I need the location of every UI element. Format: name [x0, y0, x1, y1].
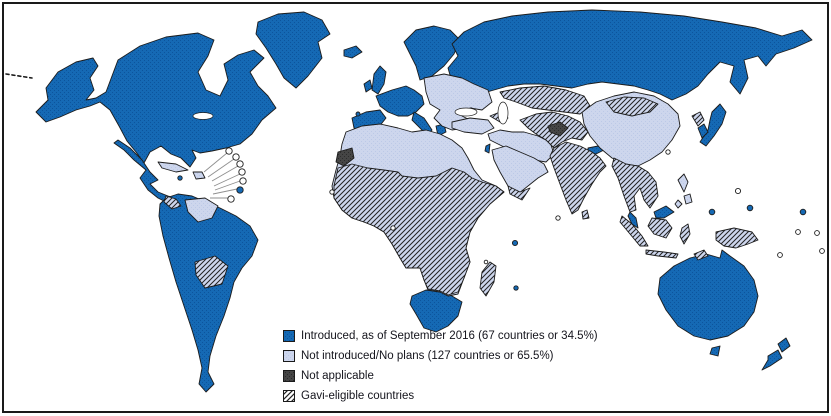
region-yemen: [507, 185, 531, 201]
island-dot-introduced: [511, 239, 519, 247]
region-indochina: [611, 157, 659, 213]
island-dot-not_introduced: [225, 147, 233, 155]
callout-line: [213, 173, 241, 187]
island-dot-not_introduced: [795, 229, 801, 235]
region-sumatra: [619, 215, 649, 247]
region-new-zealand: [761, 337, 791, 371]
region-venezuela: [184, 197, 219, 223]
legend-item-not-introduced: Not introduced/No plans (127 countries o…: [283, 349, 598, 363]
callout-line: [203, 152, 228, 173]
island-dot-not_introduced: [390, 225, 396, 231]
region-south-korea: [697, 123, 709, 139]
island-dot-introduced: [513, 285, 519, 291]
island-dot-not_introduced: [236, 160, 244, 168]
island-dot-not_introduced: [232, 153, 240, 161]
region-papua-new-guinea: [715, 227, 759, 249]
region-sub-saharan-africa: [333, 163, 505, 296]
region-malaysia-peninsula: [627, 211, 639, 229]
callout-line: [207, 158, 235, 178]
region-hispaniola: [192, 171, 206, 180]
region-north-america: [35, 32, 277, 168]
region-aleutian-islands: [5, 73, 33, 79]
region-malaysia-borneo: [653, 205, 675, 219]
callout-line: [214, 180, 241, 191]
island-dot-not_introduced: [734, 187, 742, 195]
region-kazakhstan-central-asia: [499, 85, 591, 115]
island-dot-not_introduced: [819, 248, 825, 254]
region-arabian-peninsula: [491, 145, 549, 195]
island-dot-not_introduced: [483, 259, 489, 265]
region-greenland: [255, 11, 331, 89]
lakes-and-seas: [192, 101, 509, 125]
region-kashmir: [547, 121, 569, 137]
callout-line: [211, 165, 239, 182]
legend-label-not-applicable: Not applicable: [301, 369, 374, 382]
region-timor: [693, 249, 709, 261]
region-iceland: [343, 45, 363, 59]
region-scandinavia: [403, 25, 461, 81]
island-dot-not_introduced: [555, 215, 561, 221]
legend-label-not-introduced: Not introduced/No plans (127 countries o…: [301, 349, 554, 362]
caribbean-callout-lines: [203, 152, 241, 199]
region-united-kingdom: [371, 65, 387, 95]
region-sri-lanka: [581, 209, 590, 220]
region-sulawesi: [679, 223, 691, 245]
region-india: [549, 141, 607, 215]
region-java: [645, 249, 679, 259]
island-dot-not_introduced: [329, 189, 335, 195]
legend-label-gavi: Gavi-eligible countries: [301, 389, 415, 402]
island-dot-not_introduced: [777, 252, 783, 258]
island-dot-introduced: [177, 175, 183, 181]
island-dot-introduced: [746, 204, 754, 212]
legend-item-gavi: Gavi-eligible countries: [283, 389, 598, 403]
legend: Introduced, as of September 2016 (67 cou…: [283, 329, 598, 403]
region-philippines: [674, 173, 693, 209]
region-mongolia: [605, 96, 659, 117]
region-south-america: [158, 193, 259, 393]
island-dot-introduced: [355, 111, 361, 117]
region-tasmania: [709, 345, 721, 357]
legend-swatch-introduced: [283, 330, 295, 342]
legend-swatch-not-applicable: [283, 370, 295, 382]
region-north-korea: [691, 111, 705, 127]
legend-label-introduced: Introduced, as of September 2016 (67 cou…: [301, 329, 598, 342]
island-dot-introduced: [708, 208, 716, 216]
island-dot-not_introduced: [665, 149, 671, 155]
region-turkey: [451, 117, 495, 135]
region-russia: [447, 9, 813, 101]
region-china: [581, 91, 681, 167]
legend-swatch-gavi: [283, 390, 295, 402]
island-dot-introduced: [799, 208, 807, 216]
region-ireland: [363, 79, 373, 93]
caspian-sea: [497, 101, 509, 125]
region-iran-iraq-syria: [487, 129, 555, 163]
black-sea: [454, 107, 478, 117]
region-bolivia: [194, 255, 229, 289]
island-dot-not_introduced: [227, 195, 235, 203]
region-western-europe: [375, 85, 425, 117]
region-madagascar: [479, 261, 497, 297]
island-dot-not_introduced: [239, 177, 247, 185]
callout-line: [212, 188, 238, 195]
island-dot-introduced: [236, 186, 244, 194]
island-dot-not_introduced: [238, 168, 246, 176]
legend-swatch-not-introduced: [283, 350, 295, 362]
region-cuba: [157, 161, 189, 173]
legend-item-introduced: Introduced, as of September 2016 (67 cou…: [283, 329, 598, 343]
island-dot-not_introduced: [814, 230, 820, 236]
great-lakes: [192, 112, 214, 120]
legend-item-not-applicable: Not applicable: [283, 369, 598, 383]
region-western-sahara: [335, 147, 355, 167]
region-nicaragua-costa-rica: [163, 195, 182, 210]
island-dots: [177, 111, 825, 291]
region-japan: [699, 103, 727, 147]
region-israel: [484, 143, 491, 154]
region-borneo: [647, 217, 673, 239]
